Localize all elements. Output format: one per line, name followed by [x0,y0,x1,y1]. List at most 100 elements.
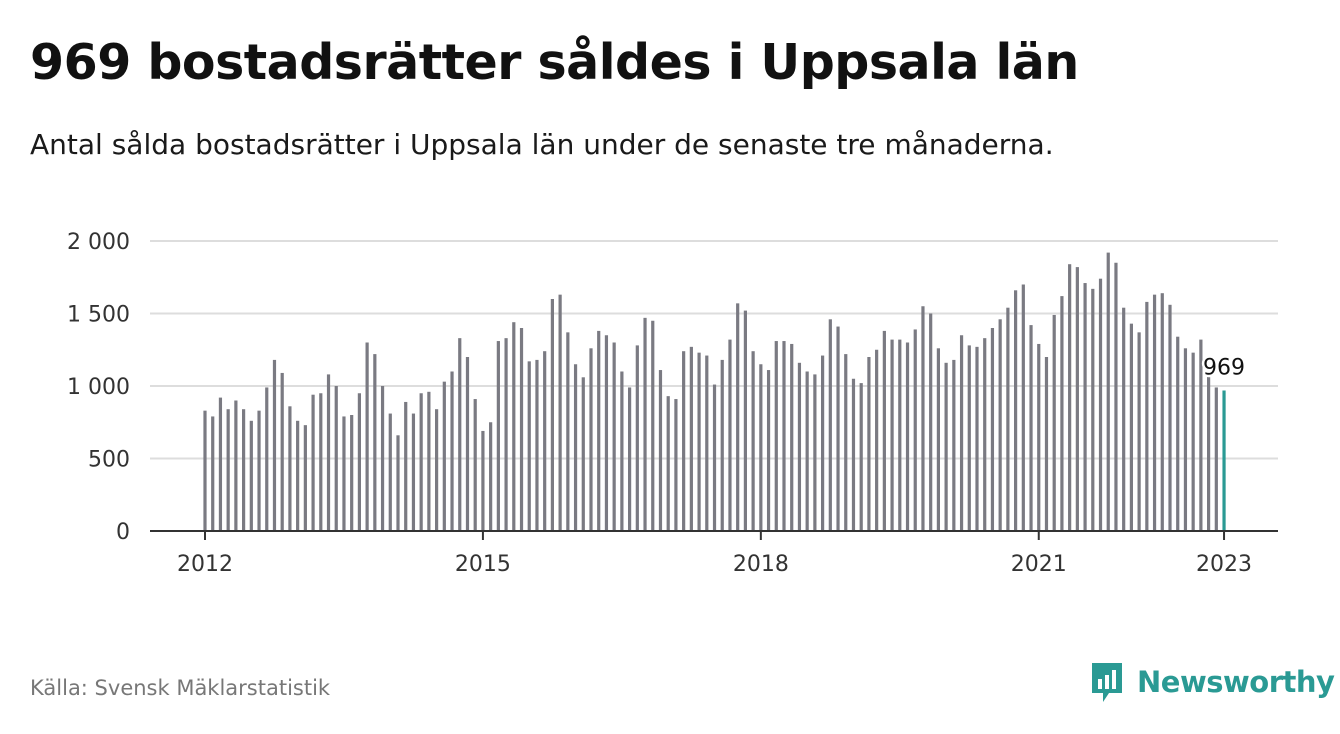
bar [373,354,377,531]
bar [1075,267,1079,531]
bar [411,413,416,531]
bar [959,335,964,531]
bar [844,354,848,531]
bar [612,342,616,531]
y-tick-label: 2 000 [67,230,130,255]
bar [797,362,802,531]
bar [1207,367,1211,531]
brand-logo: Newsworthy [1089,660,1335,704]
bar [1176,336,1180,531]
bar [496,341,500,531]
bar [465,357,470,531]
bar [967,345,971,531]
bar [921,306,925,531]
bar [658,370,663,531]
bar [1114,262,1118,531]
bar [280,372,284,531]
bar [1029,325,1033,531]
bar [736,303,740,531]
bar [944,362,948,531]
bar [805,371,809,531]
bar [628,387,632,531]
bar [929,313,933,531]
bar [589,348,593,531]
bar [1137,332,1141,531]
bar [265,387,269,531]
bar [821,355,825,531]
bar [728,339,732,531]
bar [388,413,392,531]
bar [766,370,771,531]
bar [697,352,701,531]
bar [543,351,547,531]
bar [712,384,717,531]
bar [859,383,863,531]
bar [272,359,277,531]
bar [952,359,956,531]
bar [620,371,624,531]
bar [913,329,917,531]
bar [1214,387,1218,531]
bar [257,410,261,531]
bar [234,400,238,531]
bar [867,357,871,531]
bar [1060,296,1064,531]
bar [1006,307,1010,531]
bar [357,393,361,531]
bar [1106,252,1110,531]
bar [1122,307,1126,531]
bar [1083,283,1087,531]
bar [489,422,493,531]
bar [751,351,755,531]
bar [435,409,439,531]
bar [905,342,910,531]
bar [319,393,323,531]
bar [743,310,747,531]
bar [1160,293,1164,531]
bar [1199,339,1203,531]
bar [573,364,578,531]
bar [473,399,477,531]
bar [936,348,940,531]
bar [450,371,454,531]
bar [396,435,400,531]
chart-subtitle: Antal sålda bostadsrätter i Uppsala län … [30,128,1054,161]
highlight-data-label: 969 [1203,355,1245,380]
bar [427,391,431,531]
y-tick-label: 500 [88,448,130,473]
bar [790,343,794,531]
bar [365,342,369,531]
bar [682,351,686,531]
bar [1021,284,1025,531]
bar [1044,357,1049,531]
bar [851,378,856,531]
bar [705,355,709,531]
highlighted-bar [1222,390,1226,531]
bar [635,345,639,531]
bar [651,320,655,531]
bar [527,361,531,531]
bar [1037,343,1041,531]
bar [249,420,253,531]
bar [442,381,446,531]
bar [566,332,570,531]
y-tick-label: 1 000 [67,375,130,400]
bar [813,374,817,531]
bar [720,359,724,531]
bar [558,294,562,531]
bar [674,399,678,531]
bar [535,359,539,531]
bar [1129,323,1133,531]
bar [512,322,516,531]
y-tick-label: 0 [116,520,130,545]
bar [875,349,879,531]
bar [350,415,354,531]
bar [519,328,524,531]
bar [759,364,763,531]
bar [226,409,230,531]
bar [303,425,307,531]
bar [211,416,215,531]
bar [597,330,601,531]
bar [898,339,902,531]
